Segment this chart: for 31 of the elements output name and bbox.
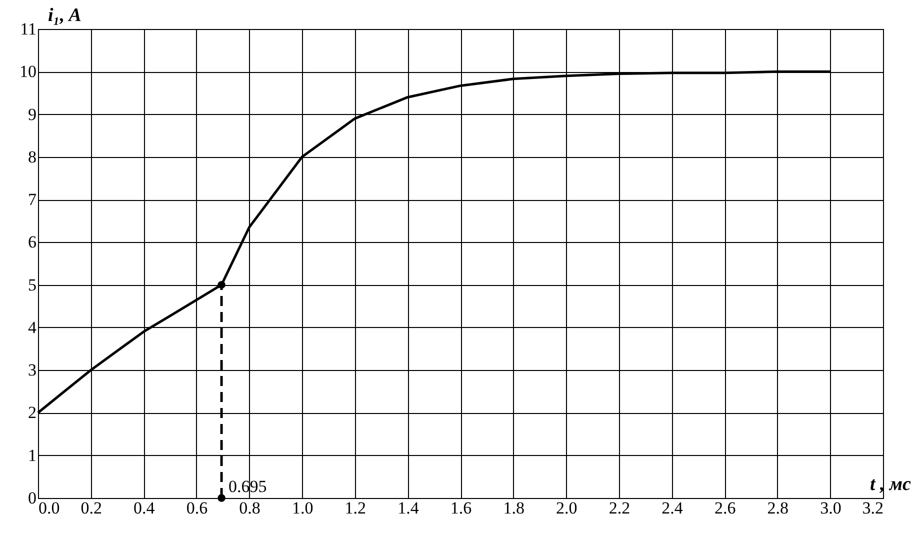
y-tick-label: 2 <box>28 403 36 422</box>
y-tick-label: 1 <box>28 446 36 465</box>
y-tick-label: 3 <box>28 360 36 380</box>
x-tick-label: 1.6 <box>450 498 472 518</box>
y-tick-label: 0 <box>28 488 36 508</box>
x-tick-label: 0.8 <box>239 498 260 518</box>
y-tick-label: 7 <box>28 190 37 210</box>
x-tick-label: 2.4 <box>662 498 684 518</box>
y-tick-label: 10 <box>20 62 36 82</box>
y-axis-title: i₁, A <box>48 5 82 26</box>
x-tick-label: 0.6 <box>186 498 208 518</box>
x-tick-label: 2.2 <box>608 498 630 518</box>
y-tick-label: 11 <box>20 20 36 38</box>
x-tick-label: 1.0 <box>292 498 314 518</box>
x-tick-label: 2.6 <box>714 498 736 518</box>
x-tick-label: 3.2 <box>862 498 884 518</box>
x-tick-label: 2.8 <box>767 498 788 518</box>
x-tick-label: 3.0 <box>820 498 842 518</box>
x-axis-title: t , мс <box>870 474 912 495</box>
y-tick-label: 9 <box>28 104 36 124</box>
x-tick-label: 1.8 <box>503 498 524 518</box>
x-tick-label: 1.2 <box>344 498 366 518</box>
x-tick-label: 0.4 <box>134 498 156 518</box>
x-tick-label: 2.0 <box>556 498 578 518</box>
x-tick-label: 0.2 <box>80 498 102 518</box>
y-tick-label: 5 <box>28 275 36 294</box>
x-tick-label: 1.4 <box>398 498 420 518</box>
y-tick-label: 6 <box>28 232 36 252</box>
x-tick-label: 0.0 <box>38 498 60 518</box>
y-tick-label: 8 <box>28 147 36 166</box>
y-tick-label: 4 <box>28 318 37 337</box>
